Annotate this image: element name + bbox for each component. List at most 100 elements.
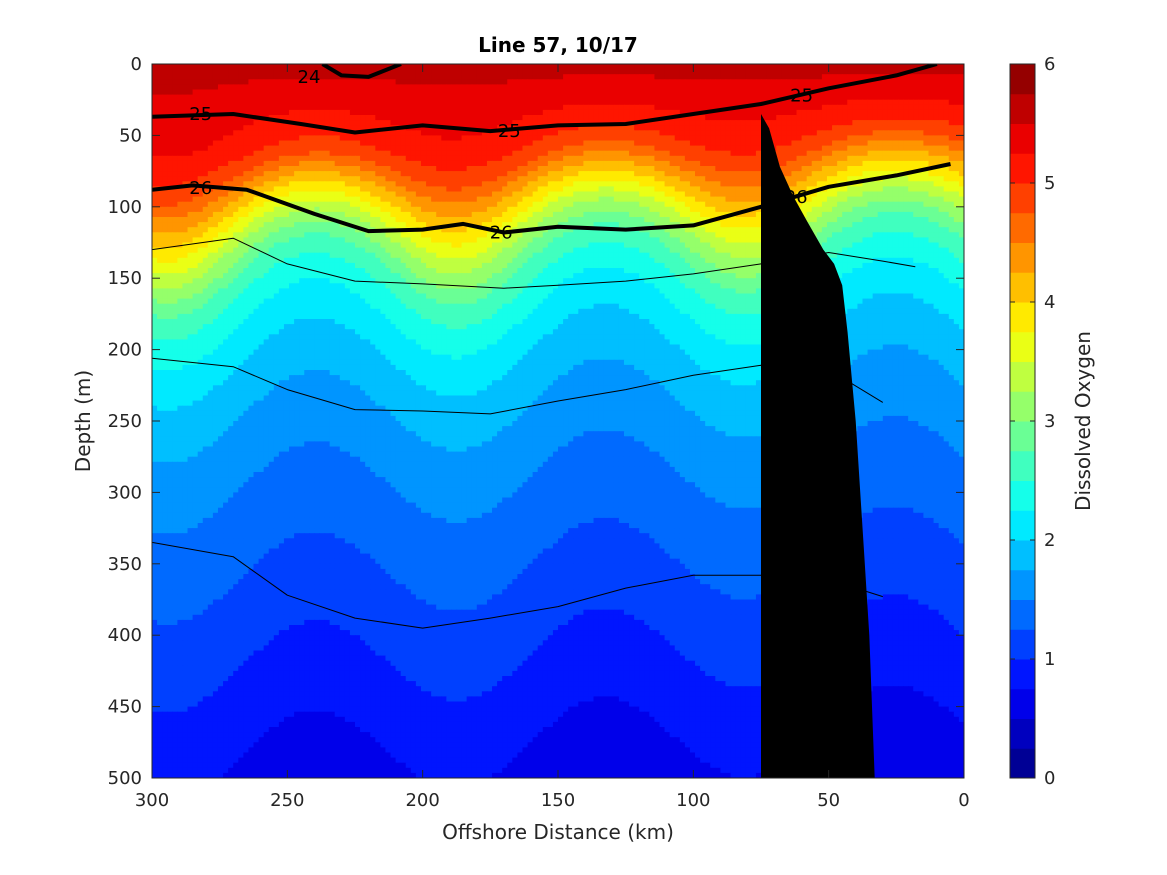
field-cell <box>634 130 640 136</box>
field-cell <box>486 109 493 116</box>
field-cell <box>725 130 732 136</box>
field-cell <box>507 69 513 75</box>
field-cell <box>720 201 727 208</box>
field-cell <box>197 74 204 80</box>
field-cell <box>273 171 280 177</box>
field-cell <box>197 130 204 136</box>
field-cell <box>953 196 960 203</box>
field-cell <box>365 79 371 85</box>
field-cell <box>903 64 909 70</box>
field-cell <box>634 196 640 203</box>
field-cell <box>507 217 513 223</box>
field-cell <box>258 109 265 116</box>
field-cell <box>639 109 645 116</box>
field-cell <box>725 217 732 223</box>
field-cell <box>486 115 493 121</box>
field-cell <box>943 125 950 131</box>
field-cell <box>943 135 950 142</box>
field-cell <box>481 125 488 131</box>
field-cell <box>552 181 559 187</box>
field-cell <box>436 160 442 167</box>
field-cell <box>253 120 260 126</box>
field-cell <box>446 196 453 203</box>
field-cell <box>431 84 437 91</box>
field-cell <box>674 196 681 203</box>
field-cell <box>750 201 757 208</box>
field-cell <box>623 69 630 75</box>
field-cell <box>375 74 381 80</box>
field-cell <box>588 140 595 147</box>
field-cell <box>441 206 447 213</box>
field-cell <box>715 196 721 203</box>
field-cell <box>674 69 681 75</box>
field-cell <box>441 191 447 198</box>
field-cell <box>918 201 924 208</box>
field-cell <box>887 206 894 213</box>
field-cell <box>710 120 716 126</box>
field-cell <box>395 120 402 126</box>
field-cell <box>629 74 635 80</box>
field-cell <box>568 211 574 218</box>
field-cell <box>268 211 275 218</box>
field-cell <box>603 64 610 70</box>
field-cell <box>558 171 564 177</box>
field-cell <box>451 99 458 106</box>
field-cell <box>634 69 640 75</box>
field-cell <box>451 171 458 177</box>
field-cell <box>908 74 914 80</box>
field-cell <box>420 104 427 111</box>
field-cell <box>497 166 503 172</box>
field-cell <box>278 115 285 121</box>
field-cell <box>618 160 625 167</box>
field-cell <box>877 191 884 198</box>
field-cell <box>725 196 732 203</box>
field-cell <box>725 84 732 91</box>
field-cell <box>507 109 513 116</box>
field-cell <box>375 145 381 152</box>
field-cell <box>349 181 356 187</box>
field-cell <box>212 217 219 223</box>
field-cell <box>507 84 513 91</box>
field-cell <box>847 217 853 223</box>
field-cell <box>471 201 478 208</box>
field-cell <box>527 109 534 116</box>
field-cell <box>654 135 661 142</box>
field-cell <box>319 160 326 167</box>
field-cell <box>735 74 742 80</box>
field-cell <box>695 150 701 157</box>
field-cell <box>938 99 945 106</box>
field-cell <box>908 155 914 162</box>
field-cell <box>766 69 772 75</box>
field-cell <box>471 176 478 182</box>
field-cell <box>679 94 686 101</box>
field-cell <box>344 186 351 193</box>
field-cell <box>816 94 823 101</box>
field-cell <box>715 186 721 193</box>
field-cell <box>639 79 645 85</box>
field-cell <box>329 140 336 147</box>
field-cell <box>684 140 691 147</box>
field-cell <box>212 166 219 172</box>
field-cell <box>299 211 305 218</box>
field-cell <box>923 176 930 182</box>
field-cell <box>826 140 833 147</box>
field-cell <box>578 160 584 167</box>
field-cell <box>456 171 463 177</box>
field-cell <box>750 171 757 177</box>
field-cell <box>649 104 656 111</box>
field-cell <box>816 69 823 75</box>
field-cell <box>339 84 346 91</box>
field-cell <box>913 191 919 198</box>
field-cell <box>476 211 483 218</box>
field-cell <box>172 206 178 213</box>
field-cell <box>613 130 620 136</box>
field-cell <box>558 211 564 218</box>
field-cell <box>872 84 879 91</box>
field-cell <box>568 186 574 193</box>
field-cell <box>233 181 239 187</box>
field-cell <box>212 181 219 187</box>
field-cell <box>664 135 671 142</box>
field-cell <box>471 155 478 162</box>
field-cell <box>705 150 711 157</box>
field-cell <box>294 115 300 121</box>
